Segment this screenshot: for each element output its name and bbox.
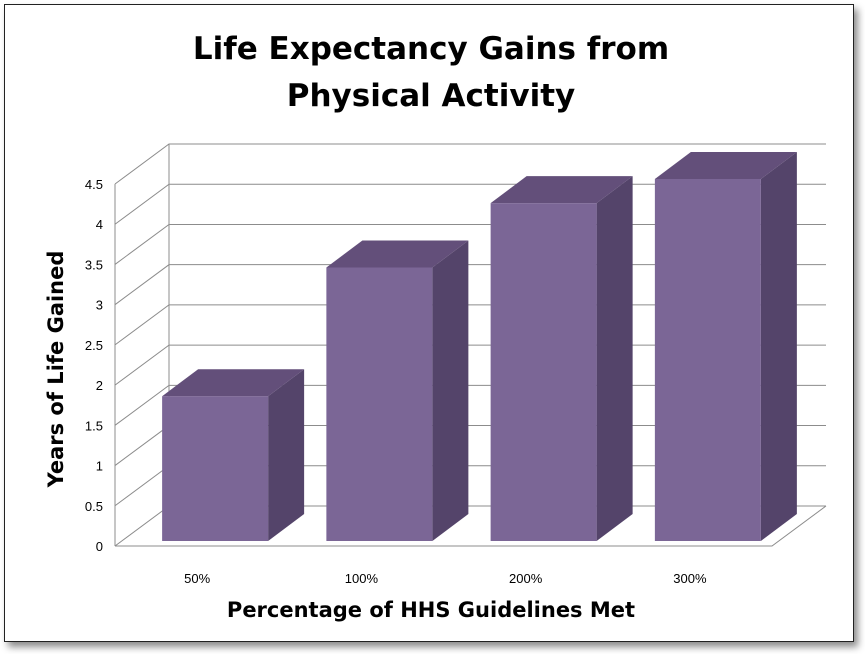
x-tick-labels: 50% 100% 200% 300% (184, 571, 707, 586)
y-tick-labels: 0 0.5 1 1.5 2 2.5 3 3.5 4 4.5 (85, 177, 103, 554)
bars (162, 152, 797, 541)
bar-top (162, 369, 305, 397)
bar-top (654, 152, 797, 179)
chart-title-line-2: Physical Activity (287, 78, 575, 114)
chart-title-line-1: Life Expectancy Gains from (193, 31, 669, 67)
y-tick-label: 3.5 (85, 257, 103, 272)
bar-front (162, 396, 269, 541)
x-tick-label: 300% (673, 571, 707, 586)
bar-side (268, 369, 305, 541)
bar-front (490, 203, 597, 541)
chart-frame: 0 0.5 1 1.5 2 2.5 3 3.5 4 4.5 50% 100% 200% 300% Lif… (4, 4, 854, 642)
x-axis-title: Percentage of HHS Guidelines Met (227, 598, 635, 622)
bar-side (432, 240, 469, 541)
y-tick-label: 1.5 (85, 418, 103, 433)
y-tick-label: 1 (96, 459, 103, 474)
x-tick-label: 100% (345, 571, 379, 586)
floor-edge (115, 505, 827, 547)
bar-side (760, 152, 797, 541)
y-tick-label: 2 (96, 378, 103, 393)
y-axis-title: Years of Life Gained (44, 251, 68, 489)
bar (490, 176, 633, 541)
bar-top (490, 176, 633, 204)
y-tick-label: 3 (96, 298, 103, 313)
bar-top (326, 240, 469, 268)
y-tick-label: 0.5 (85, 499, 103, 514)
x-tick-label: 50% (184, 571, 210, 586)
chart-canvas: 0 0.5 1 1.5 2 2.5 3 3.5 4 4.5 50% 100% 200% 300% Lif… (44, 31, 827, 622)
bar (654, 152, 797, 541)
bar (326, 240, 469, 541)
y-tick-label: 4 (96, 217, 103, 232)
bar-side (596, 176, 633, 541)
y-tick-label: 4.5 (85, 177, 103, 192)
bar-front (654, 179, 761, 541)
y-tick-label: 2.5 (85, 338, 103, 353)
bar (162, 369, 305, 541)
x-tick-label: 200% (509, 571, 543, 586)
bar-front (326, 267, 433, 541)
y-tick-label: 0 (96, 539, 103, 554)
